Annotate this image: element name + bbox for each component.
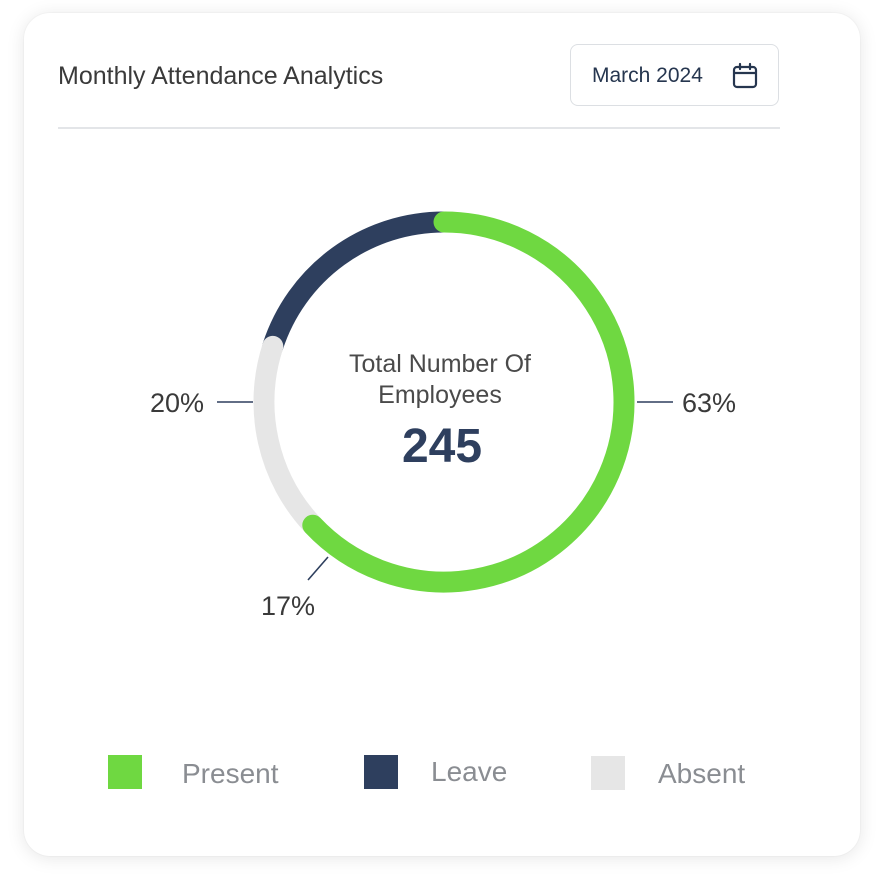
legend-label-leave: Leave (431, 756, 508, 787)
legend-label-present: Present (182, 758, 279, 789)
slice-present (302, 211, 635, 593)
attendance-card (24, 13, 860, 856)
card-title: Monthly Attendance Analytics (58, 62, 384, 90)
slice-leave (262, 211, 455, 357)
header-divider (58, 127, 780, 129)
calendar-icon (732, 62, 758, 89)
legend-swatch-leave (364, 755, 398, 789)
legend-swatch-present (108, 755, 142, 789)
center-total: 245 (402, 420, 482, 473)
legend-swatch-absent (591, 756, 625, 790)
center-line-1: Total Number Of (349, 350, 531, 378)
date-label: March 2024 (592, 64, 703, 87)
data-label-present: 63% (682, 388, 736, 418)
center-line-2: Employees (378, 381, 502, 409)
date-picker-button[interactable]: March 2024 (570, 44, 779, 106)
leader-line-absent (307, 556, 329, 581)
legend-label-absent: Absent (658, 758, 746, 789)
data-label-leave: 20% (150, 388, 204, 418)
slice-absent (253, 335, 324, 536)
data-label-absent: 17% (261, 591, 315, 621)
